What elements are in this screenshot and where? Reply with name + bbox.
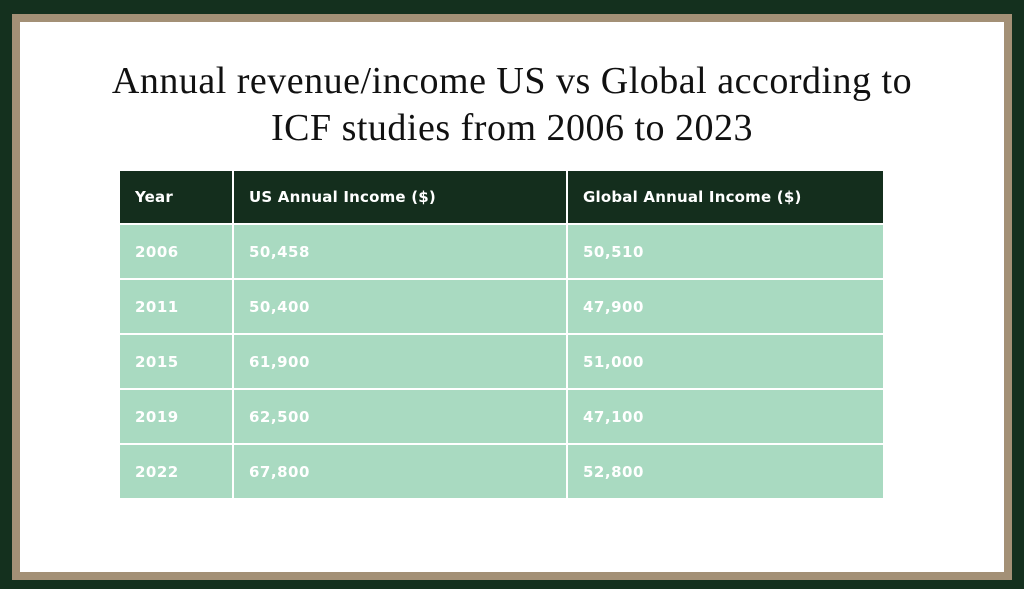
slide-title-line-2: ICF studies from 2006 to 2023	[270, 107, 754, 149]
table-header-row: Year US Annual Income ($) Global Annual …	[119, 170, 884, 225]
cell-us-income: 67,800	[232, 443, 568, 499]
cell-global-income: 50,510	[566, 223, 884, 280]
cell-year: 2019	[119, 388, 234, 445]
table-row: 2006 50,458 50,510	[119, 223, 884, 280]
income-table: Year US Annual Income ($) Global Annual …	[119, 170, 884, 499]
slide-title-line-1: Annual revenue/income US vs Global accor…	[111, 60, 913, 102]
cell-year: 2015	[119, 333, 234, 390]
column-header-global-income: Global Annual Income ($)	[566, 170, 884, 225]
table-row: 2022 67,800 52,800	[119, 443, 884, 499]
slide-title: Annual revenue/income US vs Global accor…	[20, 58, 1004, 152]
cell-us-income: 61,900	[232, 333, 568, 390]
cell-us-income: 62,500	[232, 388, 568, 445]
cell-year: 2006	[119, 223, 234, 280]
table-row: 2015 61,900 51,000	[119, 333, 884, 390]
cell-year: 2011	[119, 278, 234, 335]
cell-global-income: 47,100	[566, 388, 884, 445]
cell-year: 2022	[119, 443, 234, 499]
cell-global-income: 47,900	[566, 278, 884, 335]
slide-content: Annual revenue/income US vs Global accor…	[20, 22, 1004, 572]
column-header-year: Year	[119, 170, 234, 225]
cell-us-income: 50,400	[232, 278, 568, 335]
cell-global-income: 51,000	[566, 333, 884, 390]
table-row: 2019 62,500 47,100	[119, 388, 884, 445]
cell-us-income: 50,458	[232, 223, 568, 280]
slide-inner-frame: Annual revenue/income US vs Global accor…	[12, 14, 1012, 580]
cell-global-income: 52,800	[566, 443, 884, 499]
table-row: 2011 50,400 47,900	[119, 278, 884, 335]
column-header-us-income: US Annual Income ($)	[232, 170, 568, 225]
